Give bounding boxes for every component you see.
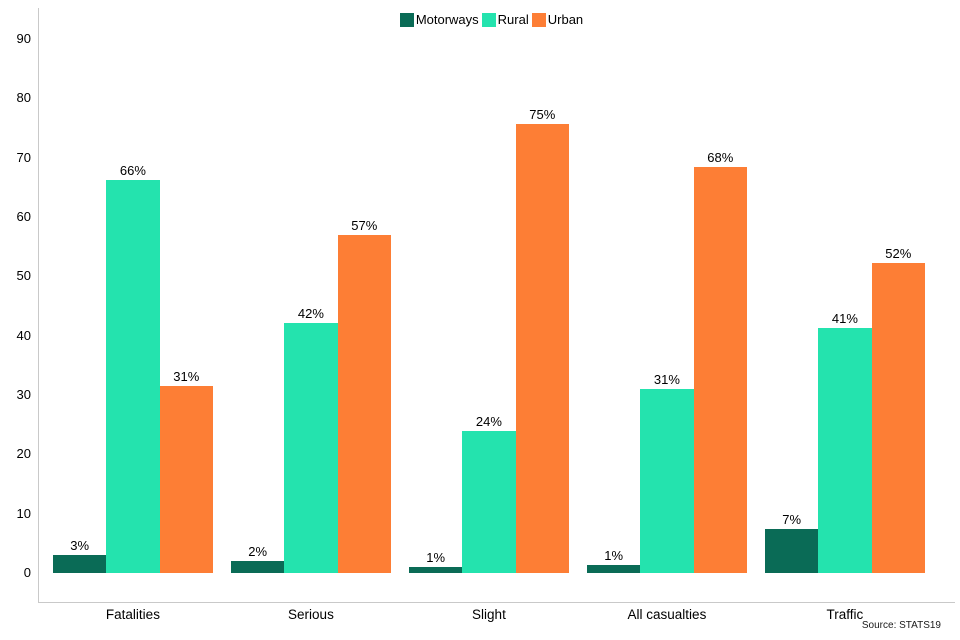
bar: [106, 179, 160, 573]
bar-value-label: 68%: [707, 150, 734, 166]
bar: [693, 167, 747, 573]
bar-value-label: 66%: [119, 162, 146, 178]
bar: [515, 123, 569, 573]
bar: [462, 430, 516, 573]
y-tick-label: 10: [16, 505, 31, 521]
bar: [284, 322, 338, 573]
bar-value-label: 1%: [426, 550, 446, 566]
bar-value-label: 1%: [604, 548, 624, 564]
legend-item: Rural: [481, 12, 529, 27]
bar: [231, 561, 285, 573]
legend-swatch: [399, 12, 414, 27]
bar-value-label: 3%: [70, 538, 90, 554]
bar-value-label: 75%: [529, 106, 556, 122]
bar-value-label: 31%: [653, 372, 680, 388]
legend-swatch: [481, 12, 496, 27]
legend-label: Urban: [547, 12, 584, 27]
y-tick-label: 50: [16, 268, 31, 284]
bar-value-label: 7%: [782, 512, 802, 528]
category-label: All casualties: [627, 607, 707, 622]
y-tick-label: 90: [16, 31, 31, 47]
y-tick-label: 20: [16, 446, 31, 462]
legend-label: Rural: [497, 12, 529, 27]
bar-value-label: 57%: [351, 217, 378, 233]
y-tick-label: 60: [16, 209, 31, 225]
y-tick-label: 40: [16, 327, 31, 343]
bar-value-label: 2%: [248, 544, 268, 560]
legend-item: Urban: [531, 12, 584, 27]
legend-item: Motorways: [399, 12, 479, 27]
bar-value-label: 24%: [475, 413, 502, 429]
y-tick-label: 0: [23, 565, 31, 580]
bar: [871, 262, 925, 573]
x-axis-line: [38, 602, 955, 603]
legend-swatch: [531, 12, 546, 27]
bar-value-label: 52%: [885, 245, 912, 261]
legend-label: Motorways: [415, 12, 479, 27]
bar: [409, 567, 463, 573]
bar-value-label: 42%: [297, 305, 324, 321]
y-tick-label: 70: [16, 149, 31, 165]
bar: [337, 234, 391, 573]
y-tick-label: 30: [16, 387, 31, 402]
bar: [818, 327, 872, 573]
category-label: Traffic: [826, 607, 864, 622]
category-label: Slight: [472, 607, 506, 622]
category-label: Fatalities: [105, 607, 160, 622]
category-label: Serious: [288, 607, 334, 622]
bar-value-label: 31%: [173, 368, 200, 384]
chart-legend: Motorways Rural Urban: [0, 12, 960, 27]
bar: [587, 565, 641, 573]
bar: [159, 385, 213, 573]
bar-value-label: 41%: [831, 310, 858, 326]
bar: [640, 389, 694, 573]
bar: [765, 529, 819, 573]
y-tick-label: 80: [16, 90, 31, 106]
y-axis-line: [38, 8, 39, 602]
bar: [53, 555, 107, 573]
source-label: Source: STATS19: [861, 620, 941, 631]
